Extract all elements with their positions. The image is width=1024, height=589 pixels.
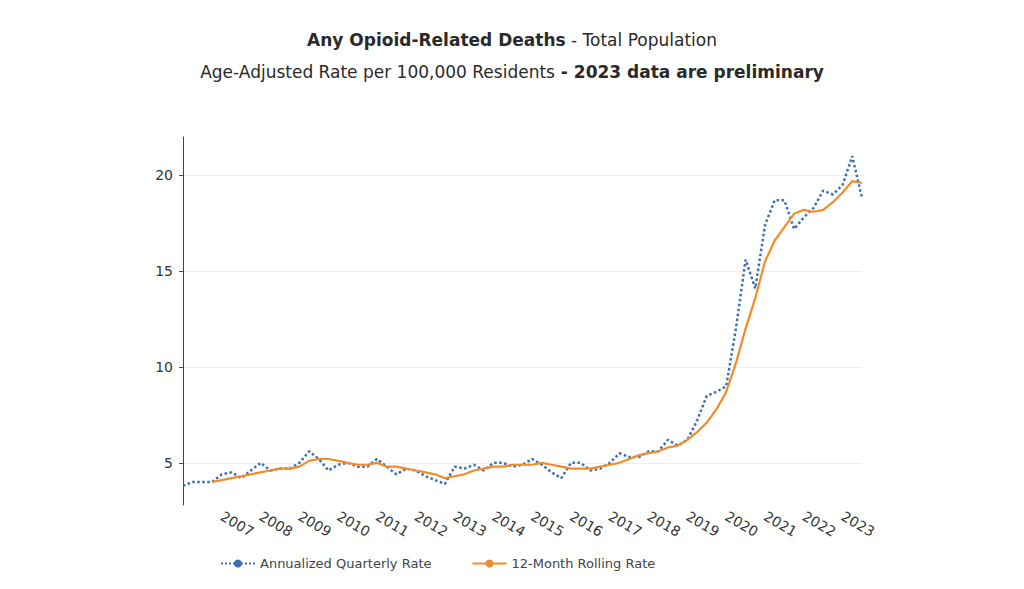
svg-text:2013: 2013: [451, 508, 490, 540]
svg-text:2007: 2007: [218, 508, 257, 540]
svg-text:2014: 2014: [489, 508, 528, 540]
svg-text:Annualized Quarterly Rate: Annualized Quarterly Rate: [260, 556, 431, 571]
svg-text:- 2023 data are preliminary: - 2023 data are preliminary: [555, 62, 824, 82]
svg-text:2015: 2015: [528, 508, 567, 540]
svg-text:2023: 2023: [839, 508, 878, 540]
svg-text:Any Opioid-Related Deaths: Any Opioid-Related Deaths: [307, 30, 566, 50]
svg-text:12-Month Rolling Rate: 12-Month Rolling Rate: [511, 556, 655, 571]
svg-text:15: 15: [155, 263, 173, 279]
svg-text:2017: 2017: [606, 508, 645, 540]
svg-text:2016: 2016: [567, 508, 606, 540]
svg-text:2010: 2010: [334, 508, 373, 540]
svg-text:Age-Adjusted Rate per 100,000: Age-Adjusted Rate per 100,000 Residents: [200, 62, 555, 82]
svg-text:2008: 2008: [257, 508, 296, 540]
svg-text:10: 10: [155, 359, 173, 375]
svg-text:2012: 2012: [412, 508, 451, 540]
svg-text:2018: 2018: [645, 508, 684, 540]
svg-text:2011: 2011: [373, 508, 412, 540]
svg-text:2021: 2021: [761, 508, 800, 540]
svg-text:2020: 2020: [722, 508, 761, 540]
svg-text:2009: 2009: [295, 508, 334, 540]
svg-text:20: 20: [155, 167, 173, 183]
svg-text:- Total Population: - Total Population: [566, 30, 717, 50]
svg-text:2022: 2022: [800, 508, 839, 540]
svg-text:2019: 2019: [683, 508, 722, 540]
svg-text:5: 5: [164, 455, 173, 471]
